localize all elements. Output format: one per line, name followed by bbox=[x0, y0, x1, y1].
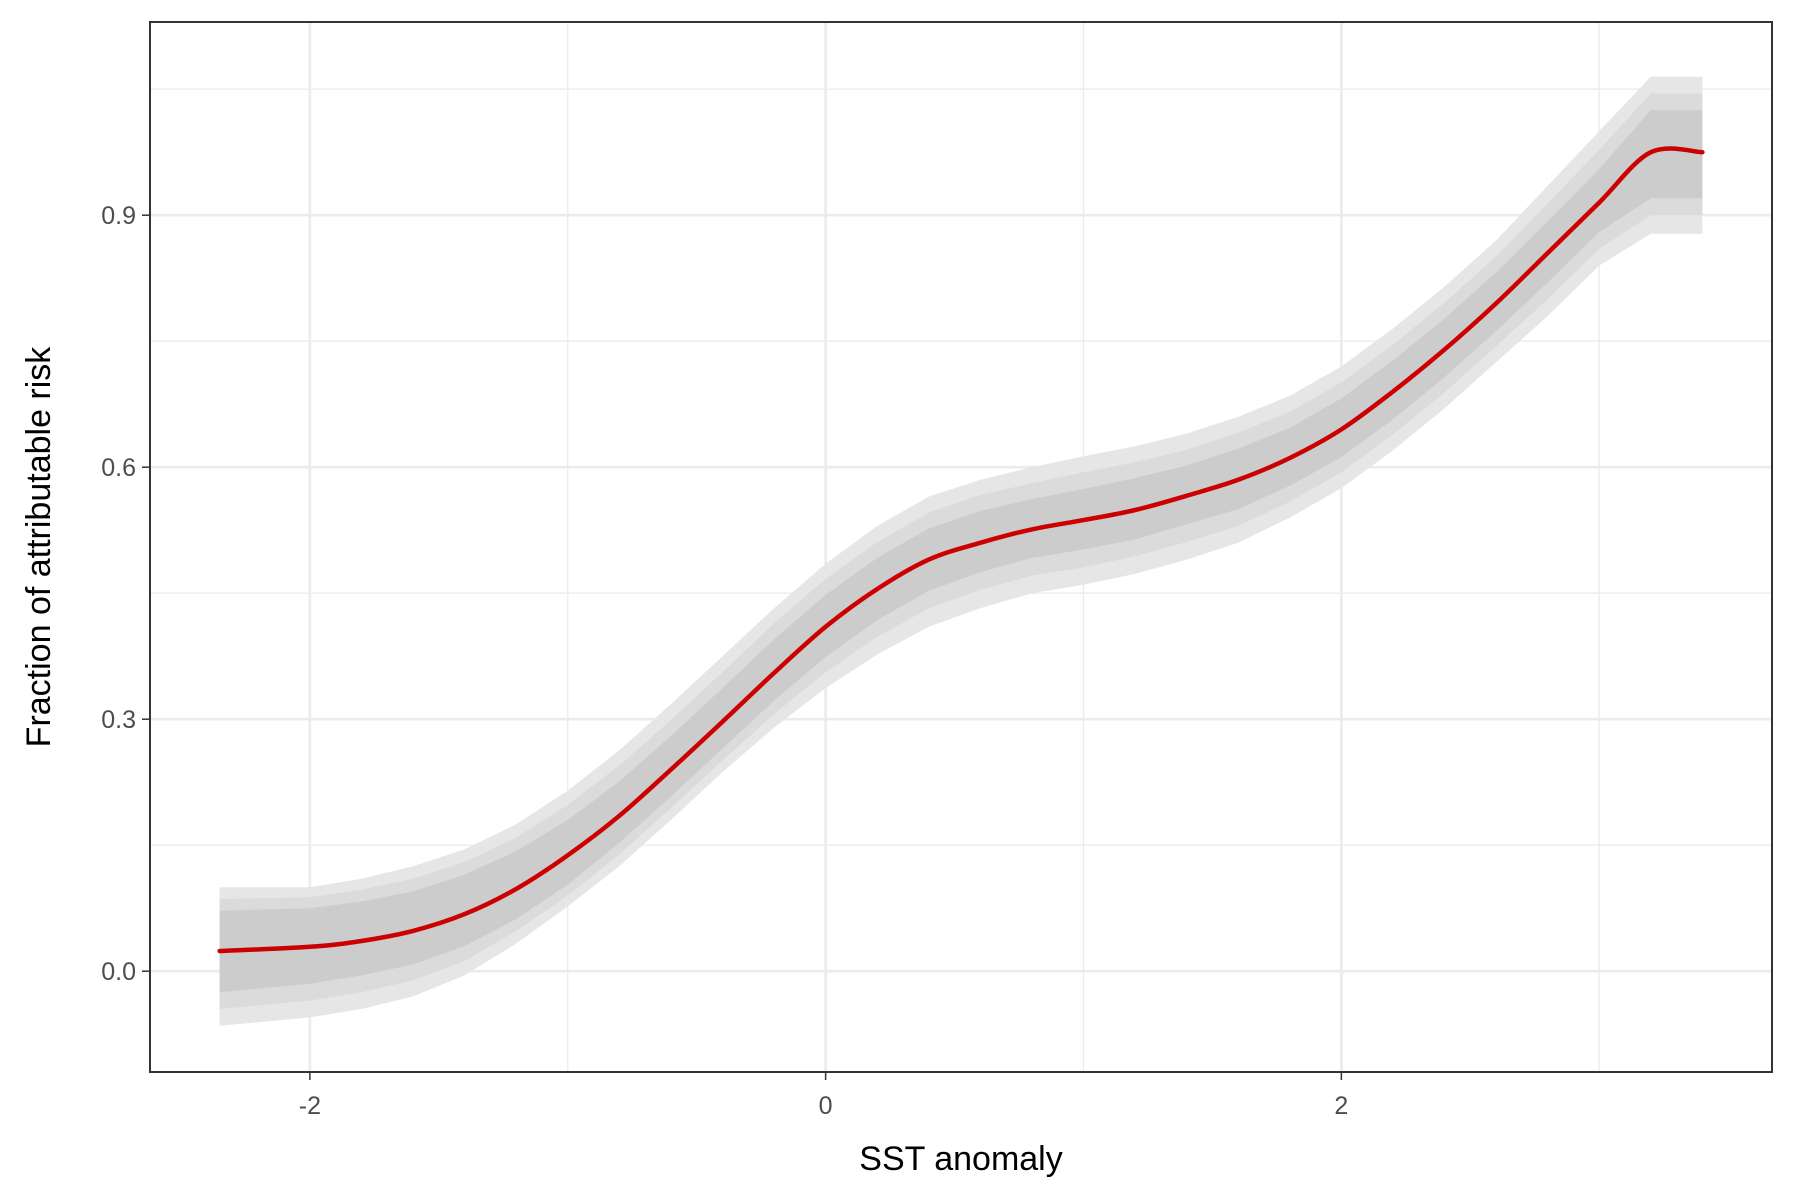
y-tick-label: 0.0 bbox=[101, 958, 136, 986]
confidence-bands bbox=[219, 76, 1703, 1026]
confidence-band-inner bbox=[219, 110, 1703, 993]
y-tick-label: 0.9 bbox=[101, 202, 136, 230]
series-lines bbox=[217, 146, 1705, 954]
series-line bbox=[217, 146, 1705, 954]
x-tick-label: 2 bbox=[1334, 1092, 1348, 1120]
y-tick-label: 0.6 bbox=[101, 454, 136, 482]
axis-ticks bbox=[142, 214, 1343, 1080]
y-tick-label: 0.3 bbox=[101, 706, 136, 734]
x-tick-label: -2 bbox=[299, 1092, 321, 1120]
panel-border bbox=[149, 21, 1773, 1073]
tick-labels: -2 0 2 0.0 0.3 0.6 0.9 bbox=[101, 202, 1348, 1120]
x-tick-label: 0 bbox=[819, 1092, 833, 1120]
x-axis-title: SST anomaly bbox=[859, 1140, 1062, 1178]
y-axis-title: Fraction of attributable risk bbox=[20, 346, 58, 748]
